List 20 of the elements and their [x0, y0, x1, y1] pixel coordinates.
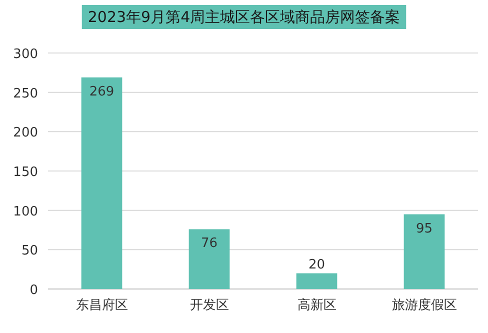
- data-label: 95: [416, 221, 433, 236]
- y-tick-label: 200: [13, 126, 38, 141]
- y-tick-label: 50: [21, 244, 38, 259]
- chart-title: 2023年9月第4周主城区各区域商品房网签备案: [88, 8, 400, 26]
- y-tick-label: 150: [13, 165, 38, 180]
- bar: [188, 229, 230, 289]
- y-tick-label: 0: [30, 283, 38, 298]
- data-label: 20: [308, 257, 326, 272]
- data-label: 269: [89, 84, 114, 100]
- bar: [404, 214, 445, 289]
- x-tick-label: 开发区: [190, 298, 229, 313]
- bar: [81, 77, 122, 289]
- y-tick-label: 100: [13, 204, 38, 220]
- data-label: 76: [200, 236, 218, 252]
- x-tick-label: 东昌府区: [76, 297, 128, 313]
- x-tick-label: 高新区: [297, 297, 336, 313]
- bar: [296, 273, 338, 289]
- y-tick-label: 300: [13, 47, 38, 62]
- x-tick-label: 旅游度假区: [392, 297, 457, 313]
- y-tick-label: 250: [13, 86, 38, 102]
